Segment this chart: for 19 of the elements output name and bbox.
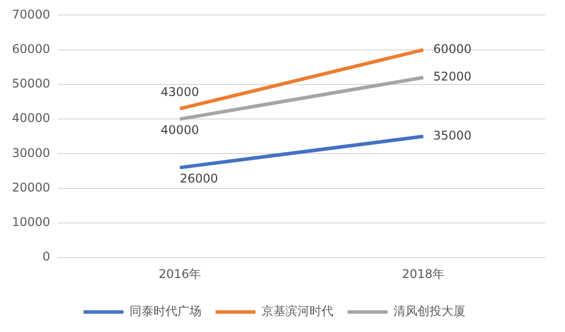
data-label: 35000 bbox=[433, 128, 472, 143]
data-label: 40000 bbox=[160, 123, 199, 138]
y-tick-label: 0 bbox=[42, 250, 50, 264]
data-label: 52000 bbox=[433, 70, 472, 84]
y-tick-label: 40000 bbox=[12, 111, 50, 126]
data-label: 26000 bbox=[180, 172, 218, 186]
legend-label: 同泰时代广场 bbox=[130, 304, 202, 318]
y-tick-label: 50000 bbox=[12, 76, 50, 91]
y-tick-label: 20000 bbox=[12, 180, 50, 194]
data-label: 43000 bbox=[160, 84, 199, 99]
y-tick-label: 70000 bbox=[12, 7, 50, 22]
x-tick-label: 2016年 bbox=[158, 266, 202, 281]
y-tick-label: 60000 bbox=[12, 42, 50, 56]
y-tick-label: 10000 bbox=[12, 215, 50, 230]
legend-label: 清风创投大厦 bbox=[394, 304, 466, 318]
x-tick-label: 2018年 bbox=[402, 266, 445, 281]
data-label: 60000 bbox=[433, 42, 472, 56]
y-tick-label: 30000 bbox=[12, 146, 50, 160]
legend-label: 京基滨河时代 bbox=[262, 304, 334, 318]
